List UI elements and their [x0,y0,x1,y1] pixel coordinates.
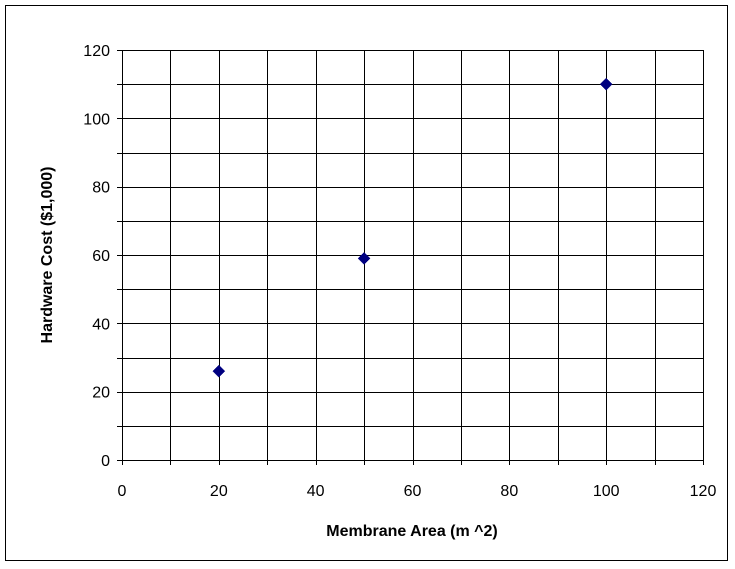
y-tick-label: 0 [101,453,110,470]
x-tick-label: 100 [593,483,620,500]
y-tick-label: 60 [92,248,110,265]
y-tick-label: 120 [83,43,110,60]
x-tick-label: 60 [404,483,422,500]
gridlines [122,50,704,460]
y-tick-label: 40 [92,316,110,333]
y-tick-label: 80 [92,180,110,197]
x-tick-label: 0 [118,483,127,500]
y-tick-label: 100 [83,111,110,128]
x-tick-label: 20 [210,483,228,500]
data-point-marker [212,364,226,378]
y-axis-title: Hardware Cost ($1,000) [39,167,56,344]
data-point-marker [599,77,613,91]
x-tick-label: 40 [307,483,325,500]
chart-frame [5,5,728,561]
tick-labels: 0 20 40 60 80 100 120 0 20 40 60 80 100 120 [83,43,716,500]
data-point-marker [357,252,371,265]
axes [117,50,704,465]
x-tick-label: 80 [500,483,518,500]
data-points [212,77,613,378]
x-tick-label: 120 [690,483,717,500]
x-axis-title: Membrane Area (m ^2) [326,523,497,540]
y-tick-label: 20 [92,385,110,402]
